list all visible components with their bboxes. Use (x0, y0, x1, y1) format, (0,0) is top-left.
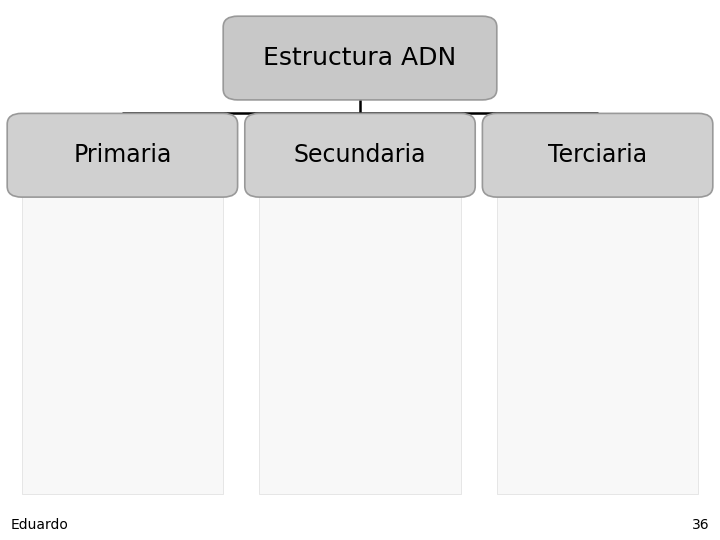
Text: Primaria: Primaria (73, 143, 171, 167)
FancyBboxPatch shape (245, 113, 475, 197)
FancyBboxPatch shape (7, 113, 238, 197)
Text: Estructura ADN: Estructura ADN (264, 46, 456, 70)
Text: Eduardo: Eduardo (11, 518, 68, 532)
Text: 36: 36 (692, 518, 709, 532)
Bar (259, 194, 461, 494)
FancyBboxPatch shape (223, 16, 497, 100)
FancyBboxPatch shape (482, 113, 713, 197)
Bar (22, 194, 223, 494)
Text: Terciaria: Terciaria (548, 143, 647, 167)
Text: Secundaria: Secundaria (294, 143, 426, 167)
Bar (497, 194, 698, 494)
